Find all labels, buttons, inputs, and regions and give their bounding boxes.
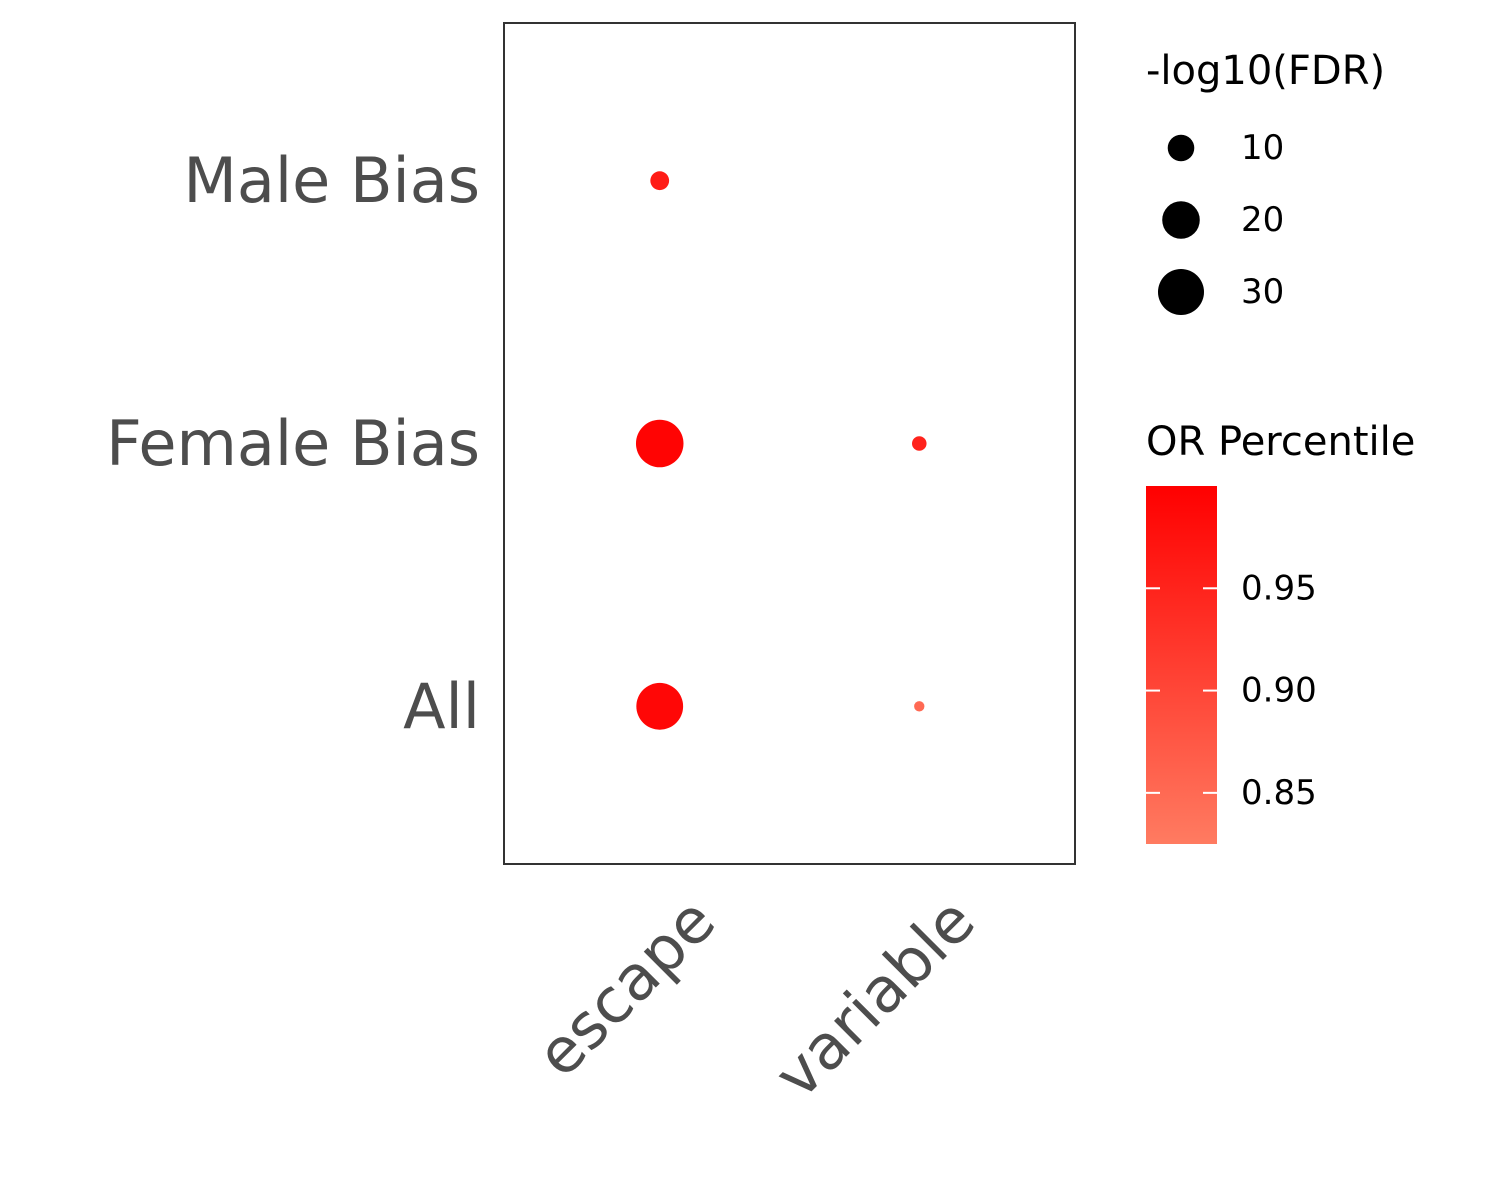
color-legend-label: 0.95 — [1241, 568, 1317, 608]
data-point — [911, 436, 927, 451]
size-legend-label: 20 — [1241, 200, 1284, 240]
y-axis: All Female Bias Male Bias — [106, 144, 480, 743]
data-point — [914, 701, 925, 712]
color-legend-label: 0.90 — [1241, 671, 1317, 711]
x-axis: escape variable — [522, 884, 989, 1112]
data-point — [636, 682, 684, 730]
size-legend-label: 10 — [1241, 128, 1284, 168]
data-point — [635, 419, 684, 468]
size-legend-key — [1167, 134, 1195, 162]
x-tick-label: variable — [760, 884, 988, 1112]
y-tick-label: Male Bias — [183, 144, 480, 217]
y-tick-label: Female Bias — [106, 407, 480, 480]
size-legend-key — [1157, 268, 1205, 316]
data-points — [635, 171, 927, 730]
size-legend-key — [1162, 201, 1200, 239]
color-legend-label: 0.85 — [1241, 773, 1317, 813]
color-legend-title: OR Percentile — [1146, 419, 1415, 465]
x-tick-label: escape — [522, 884, 729, 1091]
color-legend-bar — [1146, 486, 1217, 844]
plot-panel — [503, 22, 1076, 865]
size-legend-title: -log10(FDR) — [1146, 48, 1385, 94]
size-legend: -log10(FDR) 10 20 30 — [1146, 48, 1385, 316]
size-legend-label: 30 — [1241, 272, 1284, 312]
data-point — [650, 171, 670, 191]
color-legend: OR Percentile 0.85 0.90 0.95 — [1146, 419, 1415, 844]
y-tick-label: All — [403, 670, 480, 743]
